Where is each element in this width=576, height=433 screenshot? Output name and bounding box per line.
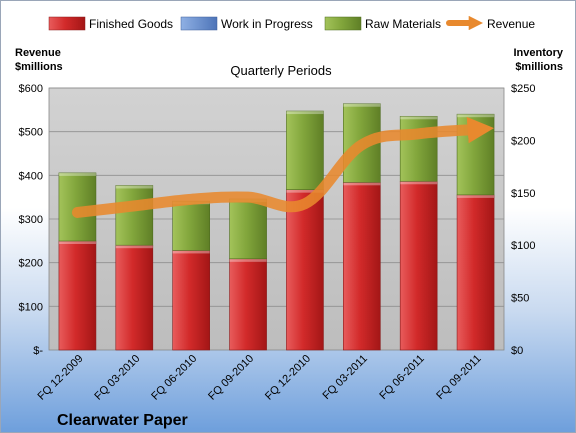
bar-highlight [343,103,381,107]
left-tick-label: $- [33,345,43,357]
bar-highlight [115,245,153,249]
legend-label-revenue: Revenue [487,17,535,31]
bar-highlight [286,189,324,193]
left-tick-label: $300 [19,214,43,226]
left-axis-ticks: $- $100 $200 $300 $400 $500 $600 [19,83,44,357]
bar-highlight [286,111,324,115]
bar-highlight [115,185,153,189]
left-tick-label: $400 [19,170,43,182]
x-tick-label: FQ 09-2011 [434,353,483,402]
left-tick-label: $600 [19,83,43,95]
bar-highlight [58,172,96,176]
legend-swatch-finished-goods [48,16,86,31]
right-axis-ticks: $0 $50 $100 $150 $200 $250 [511,83,535,357]
x-tick-label: FQ 09-2010 [206,353,256,403]
bar-finished-goods[interactable] [115,244,154,351]
bar-highlight [172,250,210,254]
revenue-line[interactable] [71,116,494,218]
bar-finished-goods[interactable] [343,182,381,351]
plot-title: Quarterly Periods [230,63,332,78]
x-tick-label: FQ 03-2010 [92,353,142,403]
bar-highlight [457,194,495,198]
legend-label-work-in-progress: Work in Progress [221,17,313,31]
right-tick-label: $50 [511,293,529,305]
bar-raw-materials[interactable] [172,200,210,251]
right-tick-label: $100 [511,240,535,252]
bar-raw-materials[interactable] [286,110,324,190]
bar-highlight [58,241,96,245]
right-tick-label: $200 [511,135,535,147]
left-tick-label: $200 [19,258,43,270]
bar-finished-goods[interactable] [399,180,438,351]
bar-highlight [400,116,438,120]
legend-item-work-in-progress[interactable]: Work in Progress [180,16,313,31]
right-axis-title-line2: $millions [515,61,563,73]
left-tick-label: $500 [19,127,43,139]
bar-highlight [343,182,381,186]
legend: Finished Goods Work in Progress Raw Mate… [48,15,535,31]
bar-finished-goods[interactable] [58,240,97,351]
legend-swatch-raw-materials [324,16,362,31]
legend-item-revenue[interactable]: Revenue [446,15,535,31]
x-tick-label: FQ 12-2009 [36,353,86,403]
left-axis-title-line2: $millions [15,61,63,73]
revenue-line-layer [71,116,494,218]
bar-finished-goods[interactable] [229,258,267,351]
legend-label-finished-goods: Finished Goods [89,17,173,31]
right-tick-label: $0 [511,345,523,357]
right-tick-label: $150 [511,188,535,200]
bar-raw-materials[interactable] [229,198,267,260]
legend-item-finished-goods[interactable]: Finished Goods [48,16,173,31]
x-tick-label: FQ 06-2010 [149,353,199,403]
bar-raw-materials[interactable] [115,185,154,246]
x-tick-label: FQ 06-2011 [377,353,426,402]
bar-highlight [400,181,438,185]
bar-highlight [457,114,495,118]
left-tick-label: $100 [19,301,43,313]
bar-finished-goods[interactable] [456,194,495,351]
legend-swatch-work-in-progress [180,16,218,31]
x-tick-label: FQ 12-2010 [263,353,313,403]
bar-highlight [229,258,267,262]
bar-finished-goods[interactable] [286,189,324,351]
bar-raw-materials[interactable] [399,115,438,182]
legend-item-raw-materials[interactable]: Raw Materials [324,16,441,31]
legend-label-raw-materials: Raw Materials [365,17,441,31]
right-tick-label: $250 [511,83,535,95]
right-axis-title-line1: Inventory [513,47,563,59]
left-axis-title-line1: Revenue [15,47,61,59]
x-axis-ticks: FQ 12-2009 FQ 03-2010 FQ 06-2010 FQ 09-2010… [36,353,484,403]
company-name: Clearwater Paper [57,412,188,429]
bar-finished-goods[interactable] [172,250,210,351]
x-tick-label: FQ 03-2011 [321,353,370,402]
